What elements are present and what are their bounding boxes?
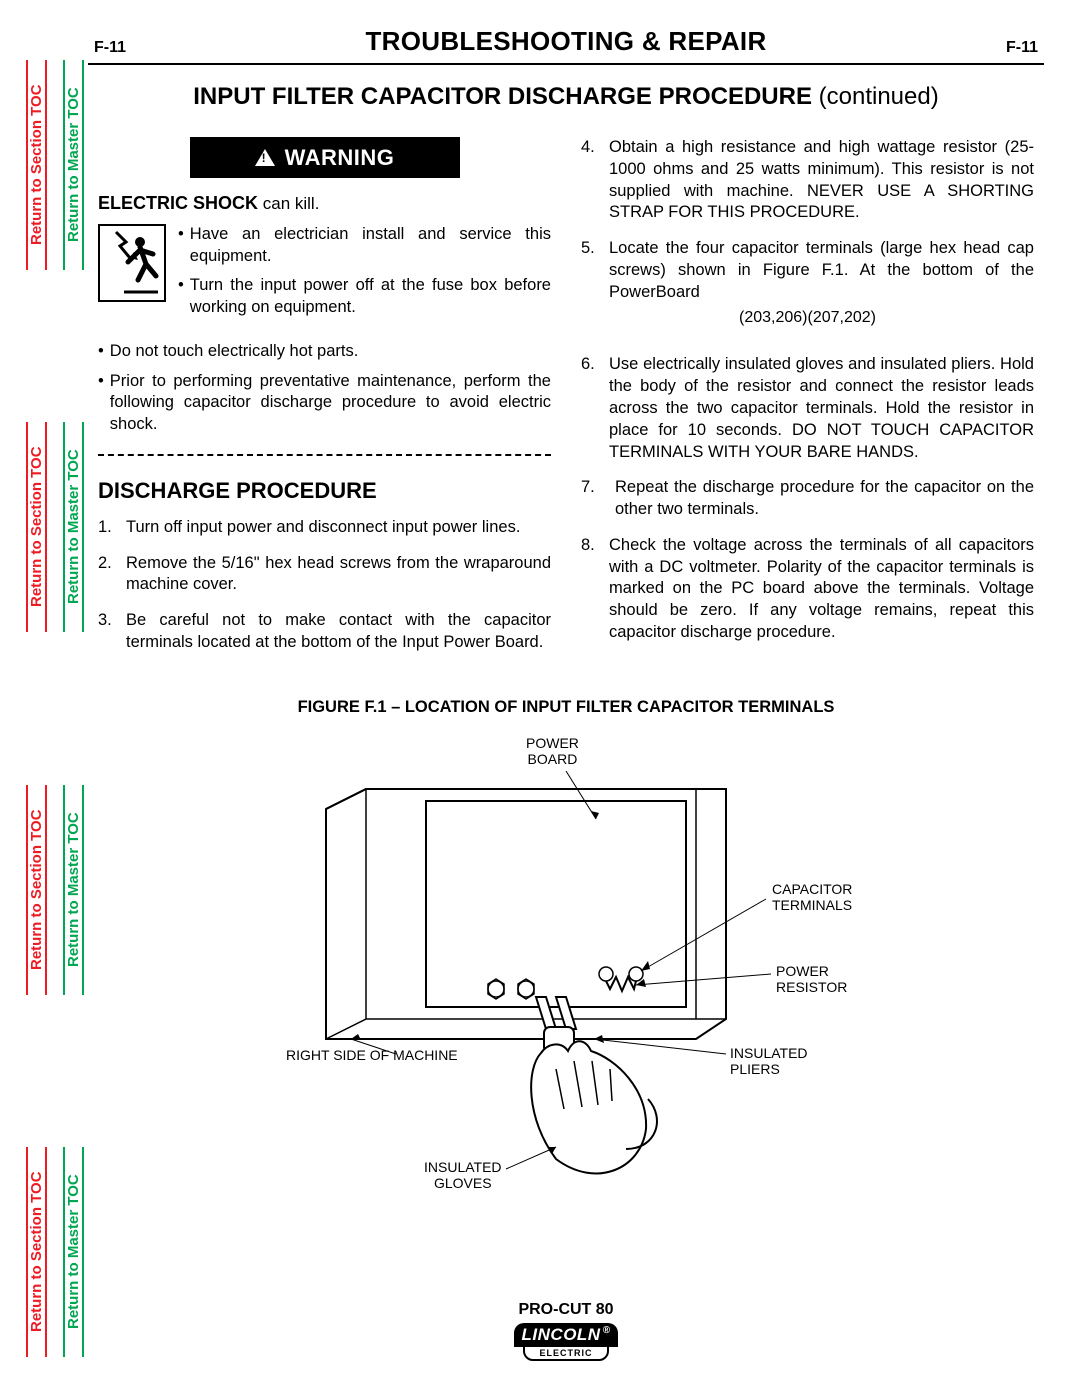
brand-logo: LINCOLN®: [514, 1323, 619, 1347]
label-insulated-pliers: INSULATEDPLIERS: [730, 1045, 808, 1077]
figure-title: FIGURE F.1 – LOCATION OF INPUT FILTER CA…: [88, 698, 1044, 717]
icon-bullets: •Have an electrician install and service…: [178, 224, 551, 327]
return-section-toc-link[interactable]: Return to Section TOC: [26, 1147, 47, 1357]
side-nav-group: Return to Section TOC Return to Master T…: [26, 1147, 66, 1357]
bullet-text: Have an electrician install and service …: [190, 224, 551, 268]
step-item: 5.Locate the four capacitor terminals (l…: [581, 238, 1034, 303]
step-text: Check the voltage across the terminals o…: [609, 535, 1034, 644]
return-master-toc-link[interactable]: Return to Master TOC: [63, 60, 84, 270]
page-header: F-11 TROUBLESHOOTING & REPAIR F-11: [88, 26, 1044, 59]
shock-rest: can kill.: [258, 194, 319, 213]
bullet-text: Prior to performing preventative mainten…: [110, 371, 551, 436]
step-item: 7.Repeat the discharge procedure for the…: [581, 477, 1034, 521]
step-5-sub: (203,206)(207,202): [581, 307, 1034, 328]
right-column: 4.Obtain a high resistance and high watt…: [581, 137, 1034, 668]
return-section-toc-link[interactable]: Return to Section TOC: [26, 785, 47, 995]
step-text: Turn off input power and disconnect inpu…: [126, 517, 551, 539]
page-title: TROUBLESHOOTING & REPAIR: [126, 26, 1006, 57]
page-footer: PRO-CUT 80 LINCOLN® ELECTRIC: [88, 1301, 1044, 1361]
step-text: Remove the 5/16" hex head screws from th…: [126, 553, 551, 597]
figure-f1: POWERBOARD CAPACITORTERMINALS POWERRESIS…: [196, 729, 936, 1219]
model-name: PRO-CUT 80: [88, 1301, 1044, 1319]
bullet-text: Turn the input power off at the fuse box…: [190, 275, 551, 319]
label-power-resistor: POWERRESISTOR: [776, 963, 847, 995]
step-item: 6.Use electrically insulated gloves and …: [581, 354, 1034, 463]
section-divider-dashed: [98, 454, 551, 456]
shock-bold: ELECTRIC SHOCK: [98, 193, 258, 213]
electric-shock-icon: [98, 224, 166, 302]
label-insulated-gloves: INSULATEDGLOVES: [424, 1159, 502, 1191]
step-text: Be careful not to make contact with the …: [126, 610, 551, 654]
return-master-toc-link[interactable]: Return to Master TOC: [63, 1147, 84, 1357]
return-section-toc-link[interactable]: Return to Section TOC: [26, 60, 47, 270]
step-item: 8.Check the voltage across the terminals…: [581, 535, 1034, 644]
step-item: 2.Remove the 5/16" hex head screws from …: [98, 553, 551, 597]
step-text: Obtain a high resistance and high wattag…: [609, 137, 1034, 224]
brand-sub: ELECTRIC: [523, 1345, 609, 1361]
shock-icon-row: •Have an electrician install and service…: [98, 224, 551, 327]
side-nav-group: Return to Section TOC Return to Master T…: [26, 785, 66, 995]
return-master-toc-link[interactable]: Return to Master TOC: [63, 422, 84, 632]
label-right-side: RIGHT SIDE OF MACHINE: [286, 1047, 458, 1063]
side-nav-group: Return to Section TOC Return to Master T…: [26, 422, 66, 632]
shock-heading: ELECTRIC SHOCK can kill.: [98, 192, 551, 216]
step-item: 4.Obtain a high resistance and high watt…: [581, 137, 1034, 224]
bullet-text: Do not touch electrically hot parts.: [110, 341, 551, 363]
page-content: F-11 TROUBLESHOOTING & REPAIR F-11 INPUT…: [88, 18, 1044, 1377]
step-text: Use electrically insulated gloves and in…: [609, 354, 1034, 463]
warning-triangle-icon: [255, 149, 275, 166]
side-nav: Return to Section TOC Return to Master T…: [26, 60, 66, 1357]
step-text: Locate the four capacitor terminals (lar…: [609, 238, 1034, 303]
two-column-body: WARNING ELECTRIC SHOCK can kill. •Have a…: [88, 137, 1044, 668]
label-capacitor-terminals: CAPACITORTERMINALS: [772, 881, 852, 913]
section-subtitle: INPUT FILTER CAPACITOR DISCHARGE PROCEDU…: [88, 83, 1044, 111]
step-item: 3.Be careful not to make contact with th…: [98, 610, 551, 654]
page-number-left: F-11: [94, 39, 126, 57]
subtitle-continued: (continued): [812, 83, 939, 110]
label-power-board: POWERBOARD: [526, 735, 579, 767]
warning-label: WARNING: [285, 143, 395, 172]
warning-banner: WARNING: [190, 137, 460, 178]
bullet-item: •Prior to performing preventative mainte…: [98, 371, 551, 436]
divider: [88, 63, 1044, 65]
step-text: Repeat the discharge procedure for the c…: [615, 477, 1034, 521]
return-master-toc-link[interactable]: Return to Master TOC: [63, 785, 84, 995]
step-item: 1.Turn off input power and disconnect in…: [98, 517, 551, 539]
subtitle-main: INPUT FILTER CAPACITOR DISCHARGE PROCEDU…: [193, 83, 812, 110]
page-number-right: F-11: [1006, 39, 1038, 57]
bullet-item: •Do not touch electrically hot parts.: [98, 341, 551, 363]
left-column: WARNING ELECTRIC SHOCK can kill. •Have a…: [98, 137, 551, 668]
procedure-heading: DISCHARGE PROCEDURE: [98, 476, 551, 505]
side-nav-group: Return to Section TOC Return to Master T…: [26, 60, 66, 270]
bullet-item: •Have an electrician install and service…: [178, 224, 551, 268]
bullet-item: •Turn the input power off at the fuse bo…: [178, 275, 551, 319]
return-section-toc-link[interactable]: Return to Section TOC: [26, 422, 47, 632]
